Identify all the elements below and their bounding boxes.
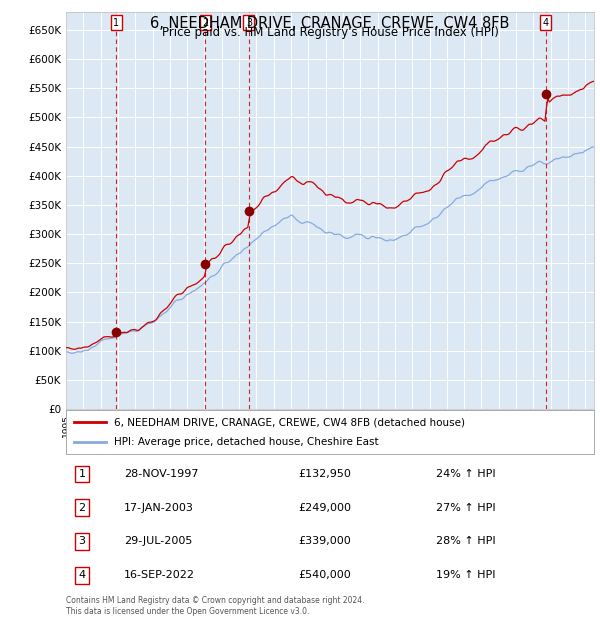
- Text: 28-NOV-1997: 28-NOV-1997: [124, 469, 199, 479]
- Text: 16-SEP-2022: 16-SEP-2022: [124, 570, 195, 580]
- Text: 29-JUL-2005: 29-JUL-2005: [124, 536, 193, 546]
- Text: 6, NEEDHAM DRIVE, CRANAGE, CREWE, CW4 8FB (detached house): 6, NEEDHAM DRIVE, CRANAGE, CREWE, CW4 8F…: [113, 417, 464, 427]
- Text: 28% ↑ HPI: 28% ↑ HPI: [436, 536, 495, 546]
- Text: £540,000: £540,000: [298, 570, 351, 580]
- Text: Price paid vs. HM Land Registry's House Price Index (HPI): Price paid vs. HM Land Registry's House …: [161, 26, 499, 39]
- Text: 24% ↑ HPI: 24% ↑ HPI: [436, 469, 495, 479]
- Text: Contains HM Land Registry data © Crown copyright and database right 2024.
This d: Contains HM Land Registry data © Crown c…: [66, 596, 365, 616]
- Text: 3: 3: [79, 536, 85, 546]
- Text: HPI: Average price, detached house, Cheshire East: HPI: Average price, detached house, Ches…: [113, 437, 378, 447]
- Text: 6, NEEDHAM DRIVE, CRANAGE, CREWE, CW4 8FB: 6, NEEDHAM DRIVE, CRANAGE, CREWE, CW4 8F…: [151, 16, 509, 30]
- Text: 17-JAN-2003: 17-JAN-2003: [124, 503, 194, 513]
- Text: 4: 4: [542, 17, 549, 27]
- Text: 2: 2: [78, 503, 85, 513]
- Text: 1: 1: [79, 469, 85, 479]
- Text: 1: 1: [113, 17, 119, 27]
- Text: 27% ↑ HPI: 27% ↑ HPI: [436, 503, 495, 513]
- Text: 2: 2: [202, 17, 208, 27]
- Text: £132,950: £132,950: [298, 469, 351, 479]
- Text: 4: 4: [78, 570, 85, 580]
- Text: 3: 3: [246, 17, 252, 27]
- Text: £249,000: £249,000: [298, 503, 352, 513]
- Text: 19% ↑ HPI: 19% ↑ HPI: [436, 570, 495, 580]
- Text: £339,000: £339,000: [298, 536, 351, 546]
